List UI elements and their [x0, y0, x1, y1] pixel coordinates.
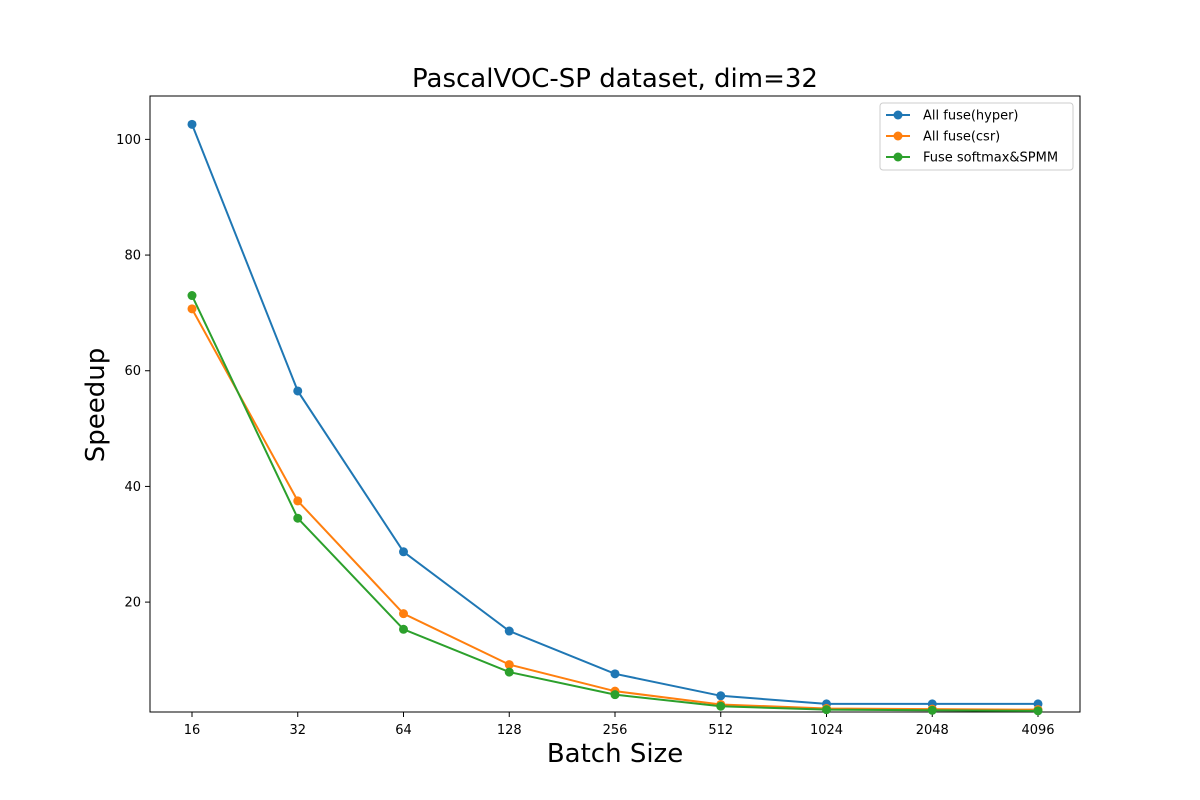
data-point	[504, 660, 514, 670]
series-line	[191, 308, 1039, 711]
y-tick-label: 40	[124, 480, 141, 495]
series-line	[191, 123, 1038, 705]
legend-item: Fuse softmax&SPMM	[886, 151, 1058, 166]
data-point	[927, 705, 937, 715]
data-point	[399, 609, 408, 619]
data-point	[1033, 706, 1043, 716]
y-tick-label: 80	[124, 249, 141, 264]
y-axis-ticks: 20 40 60 80 100	[116, 133, 150, 611]
legend-frame	[879, 102, 1074, 171]
series-2	[187, 291, 1043, 716]
legend-label: All fuse(csr)	[923, 130, 1000, 145]
y-tick-label: 60	[124, 364, 141, 379]
x-tick-label: 512	[708, 723, 733, 738]
data-point	[610, 690, 620, 700]
legend-label: All fuse(hyper)	[923, 109, 1019, 124]
series-layer	[187, 119, 1043, 716]
x-axis-ticks: 16 32 64 128 256 512 1024 2048 4096	[184, 712, 1055, 738]
x-tick-label: 64	[395, 723, 412, 738]
data-point	[187, 119, 197, 129]
legend-point-marker	[893, 152, 903, 162]
y-axis-title: Speedup	[81, 348, 111, 463]
x-tick-label: 16	[184, 723, 201, 738]
x-axis-title: Batch Size	[547, 739, 683, 769]
legend-point-marker	[893, 110, 903, 120]
data-point	[399, 547, 408, 557]
data-point	[716, 701, 726, 711]
data-point	[504, 667, 514, 677]
data-point	[293, 496, 303, 506]
x-tick-label: 1024	[810, 723, 843, 738]
axes	[149, 95, 1081, 713]
series-0	[187, 119, 1043, 709]
legend-item: All fuse(hyper)	[886, 109, 1019, 124]
data-point	[822, 705, 831, 715]
data-point	[293, 386, 303, 396]
legend: All fuse(hyper) All fuse(csr) Fuse softmax…	[879, 102, 1074, 171]
x-tick-label: 2048	[916, 723, 949, 738]
legend-item: All fuse(csr)	[886, 130, 1000, 145]
legend-point-marker	[893, 131, 903, 141]
x-tick-label: 128	[497, 723, 522, 738]
chart-title: PascalVOC-SP dataset, dim=32	[412, 64, 818, 94]
data-point	[187, 291, 197, 301]
data-point	[610, 669, 620, 679]
y-tick-label: 100	[116, 133, 141, 148]
data-point	[187, 304, 197, 314]
series-1	[187, 304, 1043, 715]
plot-frame	[149, 95, 1081, 713]
data-point	[504, 626, 514, 636]
data-point	[716, 691, 726, 701]
x-tick-label: 256	[603, 723, 628, 738]
x-tick-label: 4096	[1021, 723, 1054, 738]
series-line	[191, 295, 1039, 712]
legend-label: Fuse softmax&SPMM	[923, 151, 1058, 166]
x-tick-label: 32	[289, 723, 306, 738]
data-point	[399, 624, 408, 634]
y-tick-label: 20	[124, 596, 141, 611]
data-point	[293, 513, 303, 523]
